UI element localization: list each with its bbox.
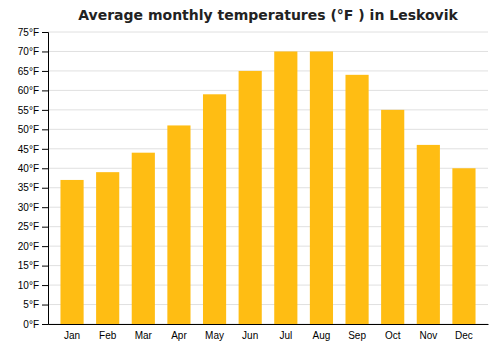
y-tick: 30°F xyxy=(18,202,48,213)
y-tick: 35°F xyxy=(18,182,48,193)
y-tick-mark xyxy=(42,168,48,169)
y-tick-mark xyxy=(42,71,48,72)
y-tick: 50°F xyxy=(18,124,48,135)
x-tick: Jun xyxy=(242,330,258,341)
x-tick-label: Nov xyxy=(419,330,437,341)
y-tick: 45°F xyxy=(18,144,48,155)
y-tick-mark xyxy=(42,324,48,325)
x-tick: Jan xyxy=(64,330,80,341)
y-tick: 70°F xyxy=(18,46,48,57)
x-axis: Jan Feb Mar Apr May Jun Jul Aug Sep Oct Nov Dec xyxy=(49,325,489,342)
bar xyxy=(239,71,262,324)
y-tick-mark xyxy=(42,129,48,130)
y-tick: 0°F xyxy=(23,319,48,330)
x-tick-label: Apr xyxy=(171,330,187,341)
x-tick-label: May xyxy=(205,330,224,341)
bar xyxy=(96,172,119,324)
x-tick: Jul xyxy=(279,330,292,341)
grid-line xyxy=(48,129,488,130)
y-tick: 75°F xyxy=(18,27,48,38)
grid-line xyxy=(48,51,488,52)
grid xyxy=(48,32,488,324)
bar xyxy=(417,145,440,324)
bar xyxy=(274,51,297,324)
bar xyxy=(381,110,404,324)
x-tick-label: Sep xyxy=(348,330,366,341)
y-tick: 25°F xyxy=(18,221,48,232)
grid-line xyxy=(48,70,488,71)
y-axis-line xyxy=(42,33,49,325)
x-tick-label: Feb xyxy=(99,330,117,341)
x-tick: Nov xyxy=(419,330,437,341)
bar xyxy=(310,51,333,324)
y-tick: 55°F xyxy=(18,105,48,116)
x-tick: Feb xyxy=(99,330,117,341)
y-tick: 5°F xyxy=(23,299,48,310)
y-tick-label: 15°F xyxy=(18,260,39,271)
bar xyxy=(167,125,190,324)
y-tick: 20°F xyxy=(18,241,48,252)
grid-line xyxy=(48,90,488,91)
y-tick-label: 25°F xyxy=(18,221,39,232)
y-tick-label: 45°F xyxy=(18,144,39,155)
y-tick-label: 35°F xyxy=(18,182,39,193)
y-tick-mark xyxy=(42,305,48,306)
bar xyxy=(203,94,226,324)
y-tick-label: 65°F xyxy=(18,66,39,77)
x-tick: Dec xyxy=(455,330,473,341)
y-tick-mark xyxy=(42,266,48,267)
y-tick-mark xyxy=(42,90,48,91)
y-tick-label: 0°F xyxy=(23,319,39,330)
y-tick-mark xyxy=(42,246,48,247)
y-tick-label: 10°F xyxy=(18,280,39,291)
grid-line xyxy=(48,109,488,110)
y-tick-label: 20°F xyxy=(18,241,39,252)
plot: 0°F 5°F 10°F 15°F 20°F 25°F 30°F 35°F 40°F 45°F 50… xyxy=(18,27,489,341)
y-axis: 0°F 5°F 10°F 15°F 20°F 25°F 30°F 35°F 40°F 45°F 50… xyxy=(18,27,49,330)
y-tick-mark xyxy=(42,207,48,208)
y-tick-label: 70°F xyxy=(18,46,39,57)
y-tick-label: 40°F xyxy=(18,163,39,174)
x-tick-label: Jul xyxy=(279,330,292,341)
bar xyxy=(452,168,475,324)
bars xyxy=(60,51,475,324)
x-tick: Oct xyxy=(385,330,401,341)
x-tick-label: Dec xyxy=(455,330,473,341)
bar xyxy=(345,75,368,324)
y-tick-label: 55°F xyxy=(18,105,39,116)
x-tick: Aug xyxy=(313,330,331,341)
y-tick: 15°F xyxy=(18,260,48,271)
y-tick-label: 50°F xyxy=(18,124,39,135)
y-tick: 65°F xyxy=(18,66,48,77)
y-tick-label: 60°F xyxy=(18,85,39,96)
y-tick-mark xyxy=(42,110,48,111)
y-tick-label: 30°F xyxy=(18,202,39,213)
x-tick: Apr xyxy=(171,330,187,341)
y-tick-label: 5°F xyxy=(23,299,39,310)
y-tick: 40°F xyxy=(18,163,48,174)
x-tick-label: Jan xyxy=(64,330,80,341)
y-tick: 60°F xyxy=(18,85,48,96)
x-tick-label: Aug xyxy=(313,330,331,341)
title: Average monthly temperatures (°F ) in Le… xyxy=(78,7,458,23)
x-tick: Sep xyxy=(348,330,366,341)
x-tick: Mar xyxy=(135,330,153,341)
y-tick-mark xyxy=(42,32,48,33)
x-tick-label: Mar xyxy=(135,330,153,341)
y-tick-mark xyxy=(42,285,48,286)
chart: 0°F 5°F 10°F 15°F 20°F 25°F 30°F 35°F 40°F 45°F 50… xyxy=(0,0,500,350)
x-tick-label: Jun xyxy=(242,330,258,341)
y-tick-mark xyxy=(42,188,48,189)
grid-line xyxy=(48,32,488,33)
y-tick: 10°F xyxy=(18,280,48,291)
y-tick-mark xyxy=(42,227,48,228)
y-tick-label: 75°F xyxy=(18,27,39,38)
x-axis-line xyxy=(49,324,489,325)
y-tick-mark xyxy=(42,51,48,52)
x-tick-label: Oct xyxy=(385,330,401,341)
y-tick-mark xyxy=(42,149,48,150)
x-tick: May xyxy=(205,330,224,341)
bar xyxy=(132,153,155,324)
bar xyxy=(60,180,83,324)
